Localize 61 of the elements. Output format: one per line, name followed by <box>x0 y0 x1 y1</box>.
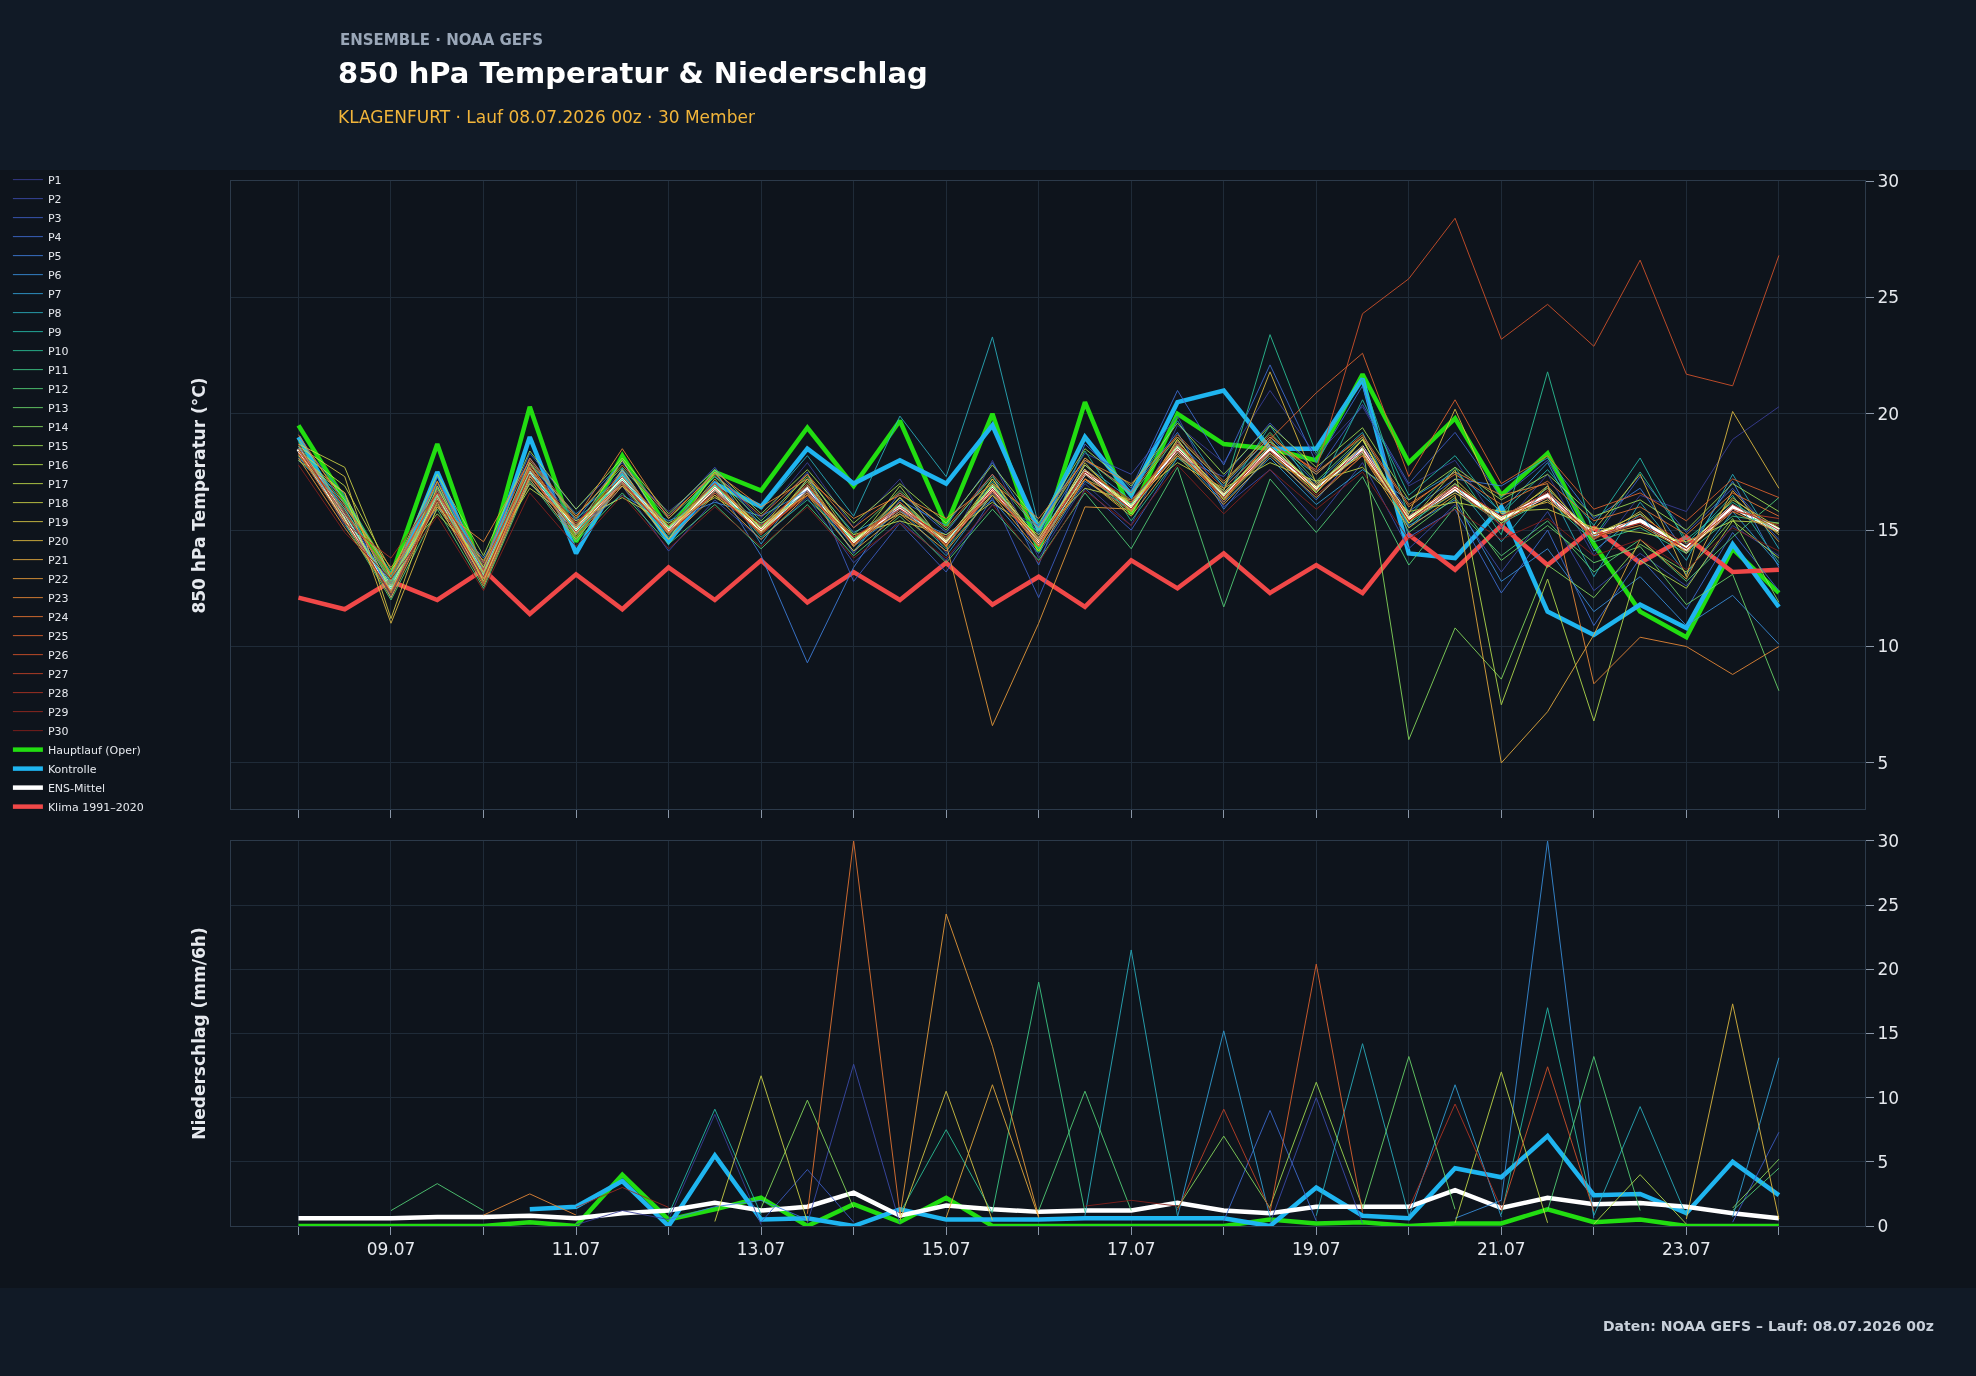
legend-label: P9 <box>47 325 62 339</box>
y-tick-label: 5 <box>1877 752 1889 773</box>
chart-title: 850 hPa Temperatur & Niederschlag <box>338 56 928 91</box>
x-tick-label: 23.07 <box>1662 1239 1711 1260</box>
y-tick-label: 10 <box>1877 636 1900 657</box>
legend-label: Klima 1991–2020 <box>47 800 144 814</box>
y-tick-label: 15 <box>1877 520 1900 541</box>
y-tick-label: 15 <box>1877 1023 1900 1044</box>
legend-label: P4 <box>47 230 62 244</box>
legend-label: P19 <box>47 515 69 529</box>
y-tick-label: 20 <box>1877 959 1900 980</box>
legend-label: P10 <box>47 344 69 358</box>
legend-label: P13 <box>47 401 69 415</box>
legend-label: P12 <box>47 382 69 396</box>
x-tick-label: 15.07 <box>921 1239 971 1260</box>
y-tick-label: 25 <box>1877 894 1900 915</box>
y-axis-title: Niederschlag (mm/6h) <box>188 927 209 1140</box>
legend-label: P24 <box>47 610 69 624</box>
legend-label: P15 <box>47 439 69 453</box>
legend-label: P5 <box>47 249 62 263</box>
legend-label: P16 <box>47 458 69 472</box>
y-tick-label: 0 <box>1877 1215 1889 1236</box>
legend-label: P28 <box>47 686 69 700</box>
legend-label: P25 <box>47 629 69 643</box>
legend-label: P3 <box>47 211 62 225</box>
legend-label: P29 <box>47 705 69 719</box>
legend-label: P20 <box>47 534 69 548</box>
legend-label: P8 <box>47 306 62 320</box>
y-tick-label: 30 <box>1877 830 1900 851</box>
legend-label: P6 <box>47 268 62 282</box>
x-tick-label: 17.07 <box>1106 1239 1156 1260</box>
legend-label: P22 <box>47 572 69 586</box>
legend-label: P1 <box>47 173 62 187</box>
y-tick-label: 20 <box>1877 403 1900 424</box>
y-tick-label: 30 <box>1877 170 1900 191</box>
legend-label: P11 <box>47 363 69 377</box>
legend-label: Kontrolle <box>47 762 97 776</box>
x-tick-label: 13.07 <box>736 1239 786 1260</box>
legend-label: P27 <box>47 667 69 681</box>
legend-label: P30 <box>47 724 69 738</box>
legend-label: ENS-Mittel <box>47 781 106 795</box>
legend-label: P21 <box>47 553 69 567</box>
legend-label: P14 <box>47 420 69 434</box>
legend-label: Hauptlauf (Oper) <box>47 743 141 757</box>
legend-label: P17 <box>47 477 69 491</box>
x-tick-label: 09.07 <box>366 1239 416 1260</box>
x-tick-label: 19.07 <box>1291 1239 1341 1260</box>
legend-label: P18 <box>47 496 69 510</box>
x-tick-label: 21.07 <box>1476 1239 1526 1260</box>
x-tick-label: 11.07 <box>551 1239 601 1260</box>
legend-label: P2 <box>47 192 62 206</box>
text: Daten: NOAA GEFS – Lauf: 08.07.2026 00z <box>1603 1318 1934 1334</box>
text: ENSEMBLE · NOAA GEFS <box>340 31 544 49</box>
y-tick-label: 10 <box>1877 1087 1900 1108</box>
y-axis-title: 850 hPa Temperatur (°C) <box>189 377 210 614</box>
y-tick-label: 5 <box>1877 1151 1889 1172</box>
legend-label: P7 <box>47 287 62 301</box>
y-tick-label: 25 <box>1877 287 1900 308</box>
legend-label: P23 <box>47 591 69 605</box>
chart-subtitle: KLAGENFURT · Lauf 08.07.2026 00z · 30 Member <box>338 107 755 128</box>
legend-label: P26 <box>47 648 69 662</box>
